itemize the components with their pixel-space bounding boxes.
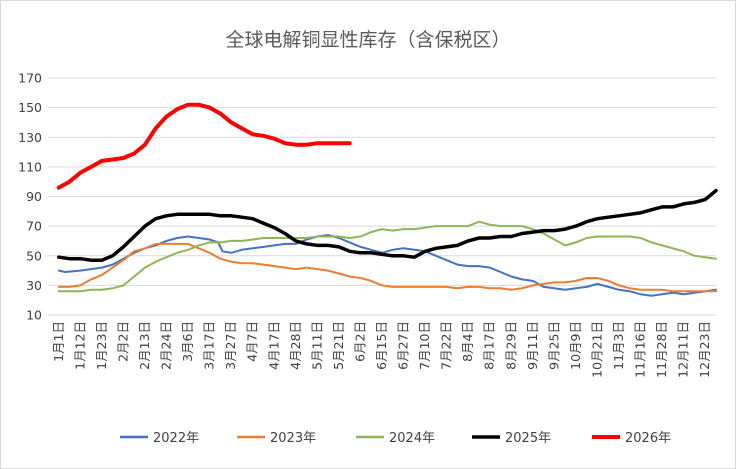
series-line-4 [56,102,352,190]
x-tick-label: 2月13日 [137,321,152,370]
series-line-2 [57,220,717,293]
legend-label-1: 2023年 [270,431,316,446]
y-axis-ticks: 10 30 50 70 90 110 130 150 170 [18,71,42,323]
series-line-1 [57,242,717,293]
x-tick-label: 6月15日 [374,321,389,370]
x-tick-label: 4月28日 [288,321,303,370]
legend-label-3: 2025年 [505,431,551,446]
x-tick-label: 5月11日 [309,321,324,370]
x-tick-label: 3月17日 [202,321,217,370]
x-tick-label: 6月2日 [352,321,367,362]
series-layer [56,102,718,297]
x-tick-label: 10月9日 [568,321,583,370]
x-tick-label: 1月23日 [94,321,109,370]
x-tick-label: 8月4日 [460,321,475,362]
x-tick-label: 7月22日 [439,321,454,370]
x-tick-label: 11月16日 [633,321,648,378]
x-tick-label: 9月25日 [546,321,561,370]
x-tick-label: 8月29日 [503,321,518,370]
x-tick-label: 12月23日 [697,321,712,378]
x-tick-label: 9月11日 [525,321,540,370]
x-tick-label: 8月17日 [482,321,497,370]
series-line-0 [57,234,717,297]
legend: 2022年 2023年 2024年 2025年 2026年 [120,431,671,446]
y-tick-label: 110 [18,159,42,174]
legend-label-4: 2026年 [625,431,671,446]
y-tick-label: 170 [18,71,42,86]
x-tick-label: 4月17日 [266,321,281,370]
x-axis-ticks: 1月1日 1月12日 1月23日 2月2日 2月13日 2月24日 3月6日 3月17日 3月2… [51,321,712,378]
x-tick-label: 2月24日 [159,321,174,370]
y-tick-label: 130 [18,130,42,145]
x-tick-label: 7月10日 [417,321,432,370]
x-tick-label: 1月12日 [72,321,87,370]
x-tick-label: 10月21日 [589,321,604,378]
y-tick-label: 70 [26,219,42,234]
grid-layer [48,77,716,316]
x-tick-label: 4月7日 [245,321,260,362]
chart-title: 全球电解铜显性库存（含保税区） [225,29,510,51]
x-tick-label: 11月28日 [654,321,669,378]
x-tick-label: 3月27日 [223,321,238,370]
y-tick-label: 50 [26,248,42,263]
x-tick-label: 6月27日 [396,321,411,370]
y-tick-label: 150 [18,100,42,115]
y-tick-label: 90 [26,189,42,204]
y-tick-label: 30 [26,278,42,293]
legend-label-0: 2022年 [153,431,199,446]
x-tick-label: 12月11日 [676,321,691,378]
x-tick-label: 1月1日 [51,321,66,362]
x-tick-label: 11月3日 [611,321,626,370]
x-tick-label: 2月2日 [115,321,130,362]
x-tick-label: 5月21日 [331,321,346,370]
legend-label-2: 2024年 [389,431,435,446]
series-line-3 [57,188,718,262]
y-tick-label: 10 [26,308,42,323]
x-tick-label: 3月6日 [180,321,195,362]
